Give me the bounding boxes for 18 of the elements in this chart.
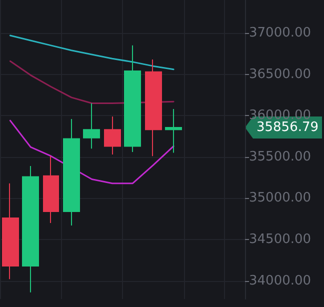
- candlestick: [2, 182, 19, 280]
- candlestick: [22, 166, 39, 293]
- text: 35856.79: [256, 120, 319, 135]
- candlestick: [43, 156, 59, 224]
- line-series: [9, 34, 174, 70]
- candlestick: [63, 118, 80, 226]
- y-tick-label: 36500.00: [249, 66, 312, 82]
- y-tick-label: 35500.00: [249, 149, 312, 164]
- candlestick: [165, 108, 182, 154]
- candlestick: [145, 58, 162, 157]
- y-tick-label: 37000.00: [249, 26, 312, 41]
- y-tick-label: 35000.00: [249, 190, 312, 206]
- candlestick: [104, 116, 121, 155]
- candlestick: [83, 102, 100, 150]
- y-tick-label: 34500.00: [249, 232, 312, 248]
- candlestick: [124, 44, 141, 152]
- y-tick-label: 34000.00: [249, 273, 312, 288]
- line-series: [9, 120, 174, 184]
